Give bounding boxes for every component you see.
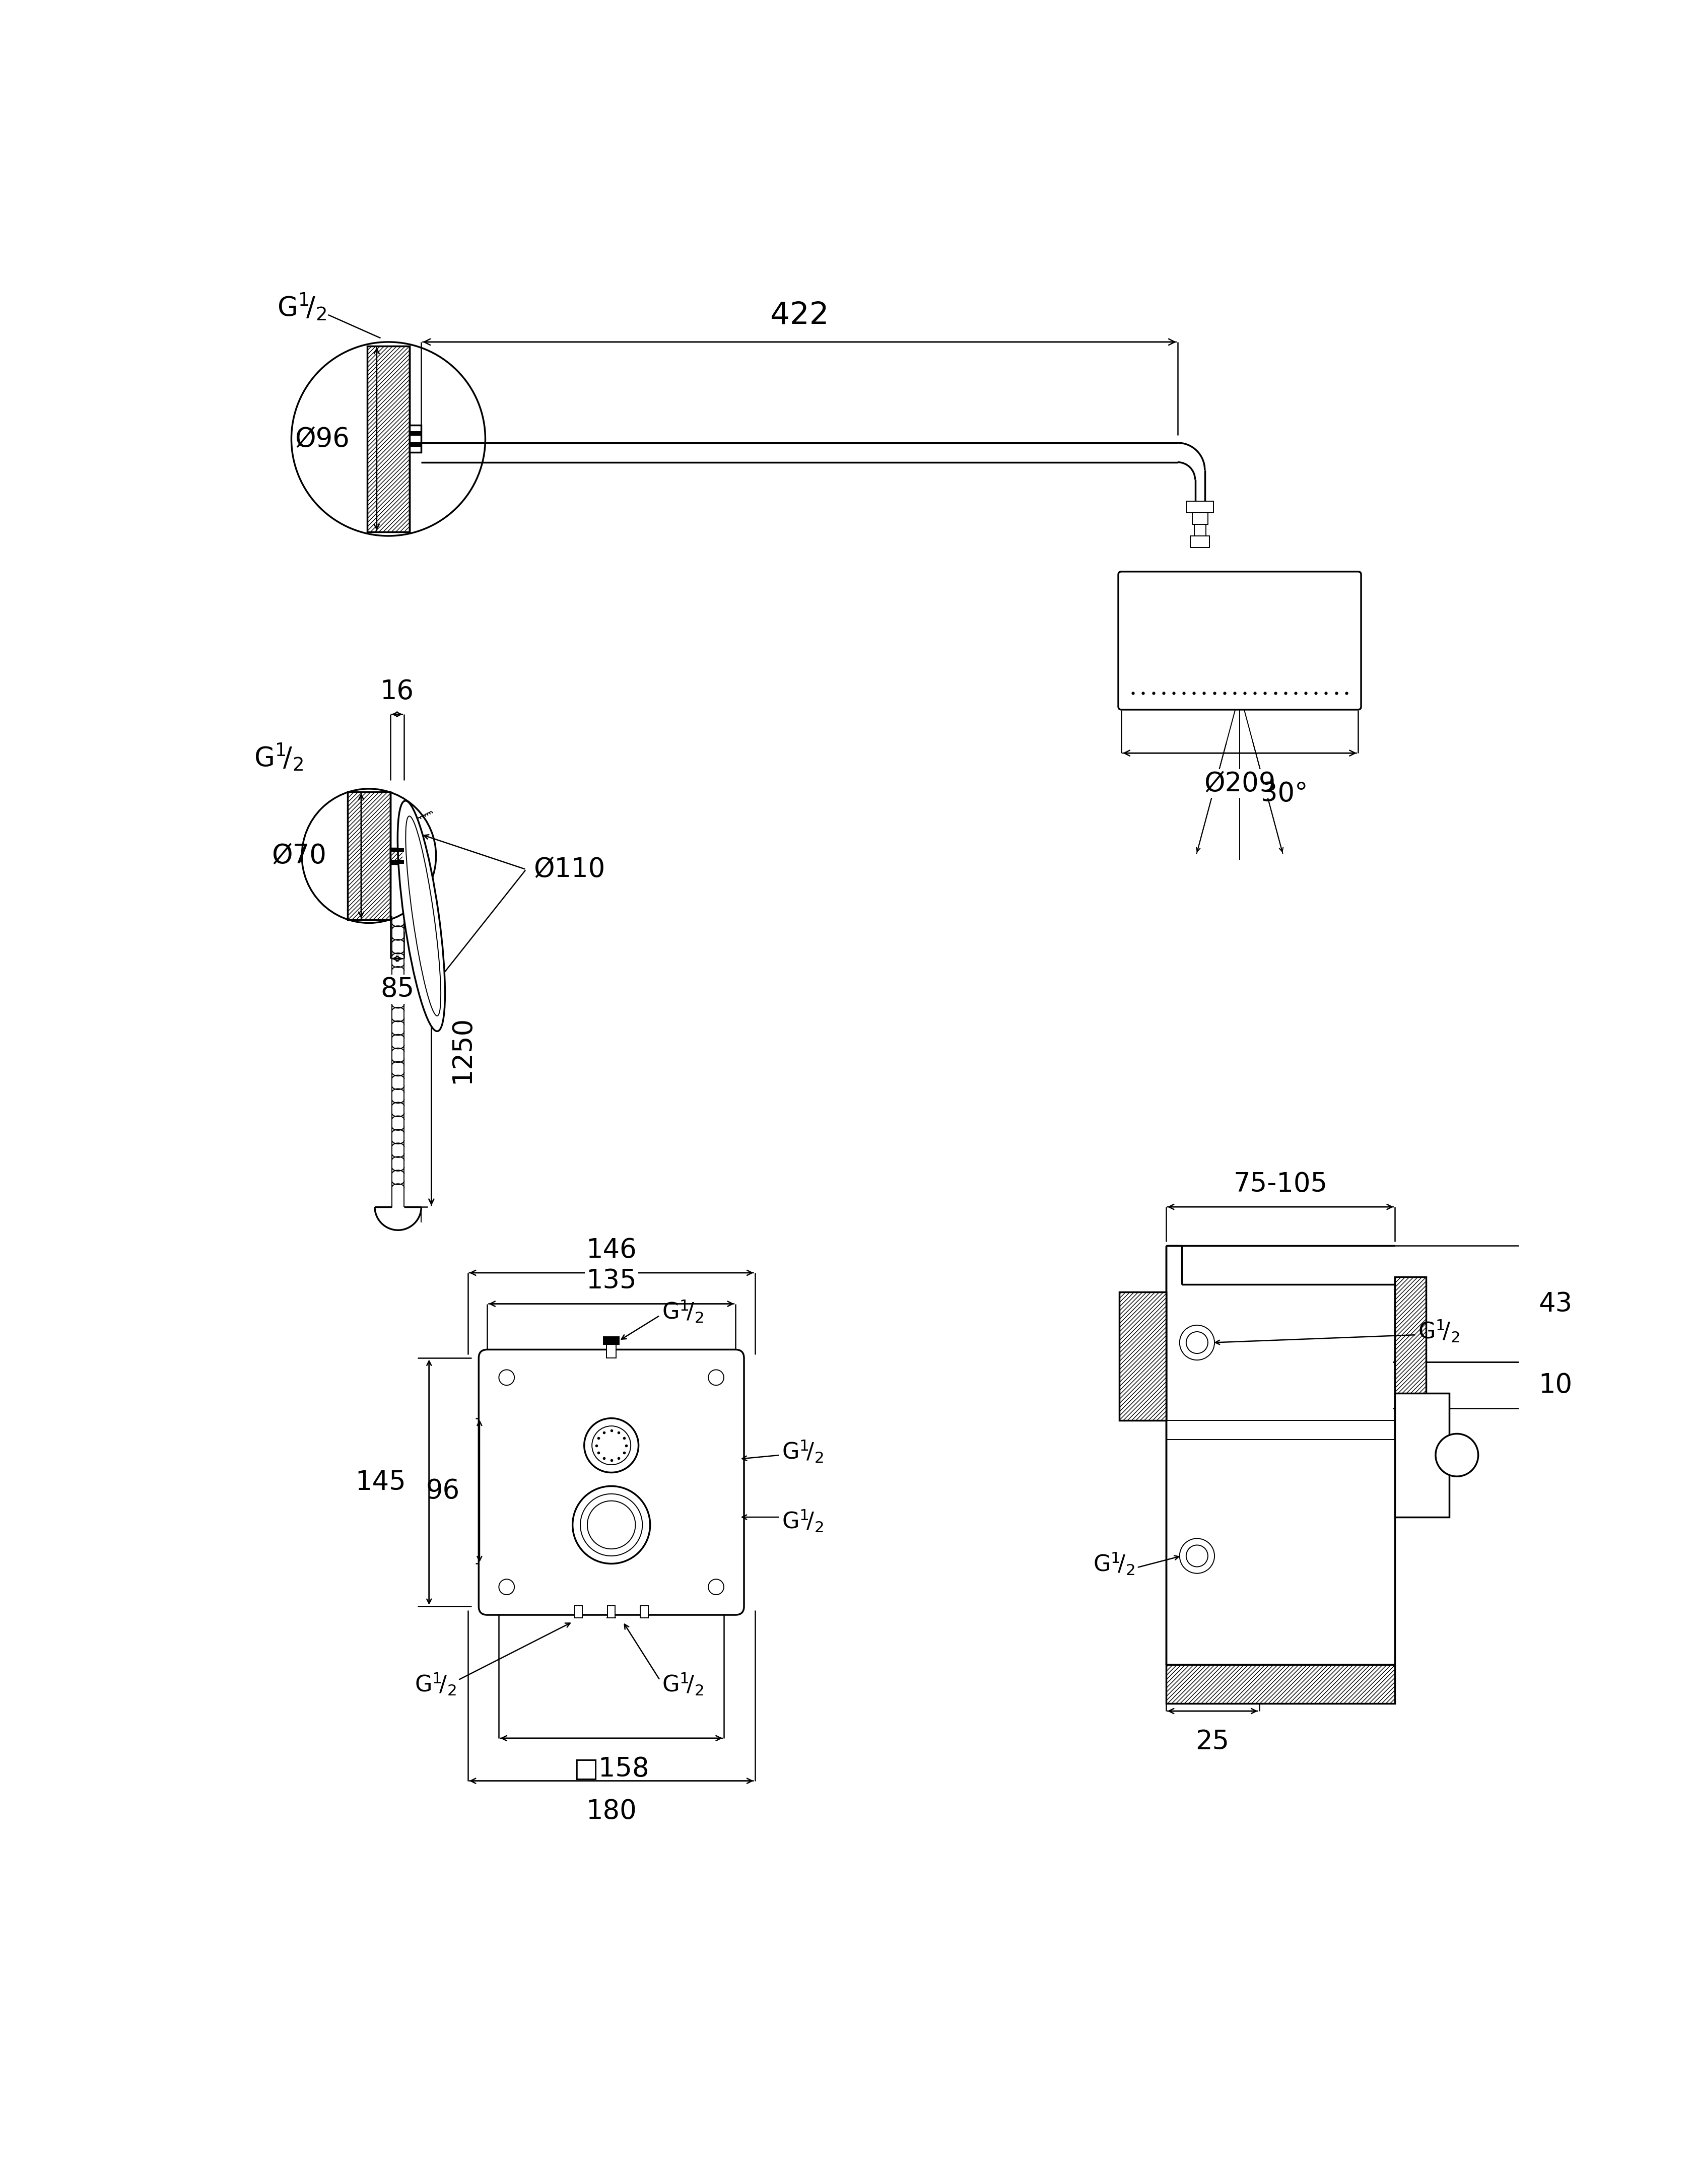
- Bar: [1120, 1293, 1166, 1420]
- Text: 25: 25: [1196, 1728, 1230, 1754]
- Bar: [607, 1605, 616, 1618]
- Text: 30°: 30°: [1261, 780, 1308, 806]
- Bar: [367, 345, 409, 533]
- Bar: [641, 1605, 648, 1618]
- Text: G$^1\!/_2$: G$^1\!/_2$: [1418, 1319, 1460, 1343]
- Text: 422: 422: [770, 301, 829, 330]
- Text: 146: 146: [585, 1236, 636, 1262]
- Text: 43: 43: [1538, 1291, 1572, 1317]
- Text: G$^1\!/_2$: G$^1\!/_2$: [277, 293, 327, 323]
- Bar: [575, 1605, 582, 1618]
- Text: Ø110: Ø110: [533, 856, 606, 882]
- Text: 180: 180: [585, 1797, 636, 1824]
- Text: 145: 145: [355, 1470, 406, 1496]
- Text: □158: □158: [574, 1756, 650, 1782]
- Text: 75-105: 75-105: [1233, 1171, 1328, 1197]
- Bar: [347, 793, 391, 919]
- Bar: [1193, 513, 1208, 524]
- Circle shape: [1179, 1538, 1215, 1572]
- Bar: [391, 850, 403, 863]
- Circle shape: [580, 1494, 643, 1555]
- Text: G$^1\!/_2$: G$^1\!/_2$: [415, 1671, 457, 1697]
- Text: 85: 85: [381, 976, 415, 1002]
- Bar: [409, 430, 421, 437]
- Bar: [1394, 1393, 1448, 1518]
- Circle shape: [592, 1426, 631, 1465]
- Bar: [391, 860, 404, 863]
- Bar: [607, 1345, 616, 1358]
- Circle shape: [709, 1579, 724, 1594]
- Text: 96: 96: [426, 1479, 460, 1505]
- Bar: [1195, 524, 1206, 535]
- Bar: [604, 1337, 619, 1345]
- Text: 1250: 1250: [448, 1016, 475, 1083]
- Bar: [1394, 1278, 1426, 1439]
- Text: 16: 16: [381, 679, 415, 705]
- Bar: [1186, 500, 1213, 513]
- Bar: [1189, 535, 1210, 548]
- Bar: [391, 847, 404, 852]
- Circle shape: [1179, 1326, 1215, 1361]
- Ellipse shape: [398, 802, 445, 1031]
- Bar: [409, 441, 421, 448]
- Text: 135: 135: [585, 1269, 636, 1295]
- Text: G$^1\!/_2$: G$^1\!/_2$: [782, 1439, 824, 1463]
- Circle shape: [499, 1579, 514, 1594]
- Text: G$^1\!/_2$: G$^1\!/_2$: [254, 743, 303, 773]
- Circle shape: [584, 1417, 638, 1472]
- Bar: [1166, 1664, 1394, 1704]
- Text: 10: 10: [1538, 1372, 1572, 1398]
- Text: Ø209: Ø209: [1203, 771, 1276, 797]
- Text: Ø70: Ø70: [271, 843, 327, 869]
- Text: G$^1\!/_2$: G$^1\!/_2$: [662, 1299, 704, 1324]
- Circle shape: [572, 1485, 650, 1564]
- Text: G$^1\!/_2$: G$^1\!/_2$: [662, 1671, 704, 1697]
- Text: Ø96: Ø96: [294, 426, 350, 452]
- FancyBboxPatch shape: [479, 1350, 744, 1614]
- Text: G$^1\!/_2$: G$^1\!/_2$: [1093, 1551, 1135, 1577]
- Ellipse shape: [406, 817, 442, 1016]
- Circle shape: [499, 1369, 514, 1385]
- Bar: [409, 426, 421, 452]
- FancyBboxPatch shape: [1118, 572, 1360, 710]
- Bar: [391, 847, 404, 863]
- Circle shape: [709, 1369, 724, 1385]
- Text: G$^1\!/_2$: G$^1\!/_2$: [782, 1509, 824, 1533]
- Circle shape: [1435, 1433, 1479, 1476]
